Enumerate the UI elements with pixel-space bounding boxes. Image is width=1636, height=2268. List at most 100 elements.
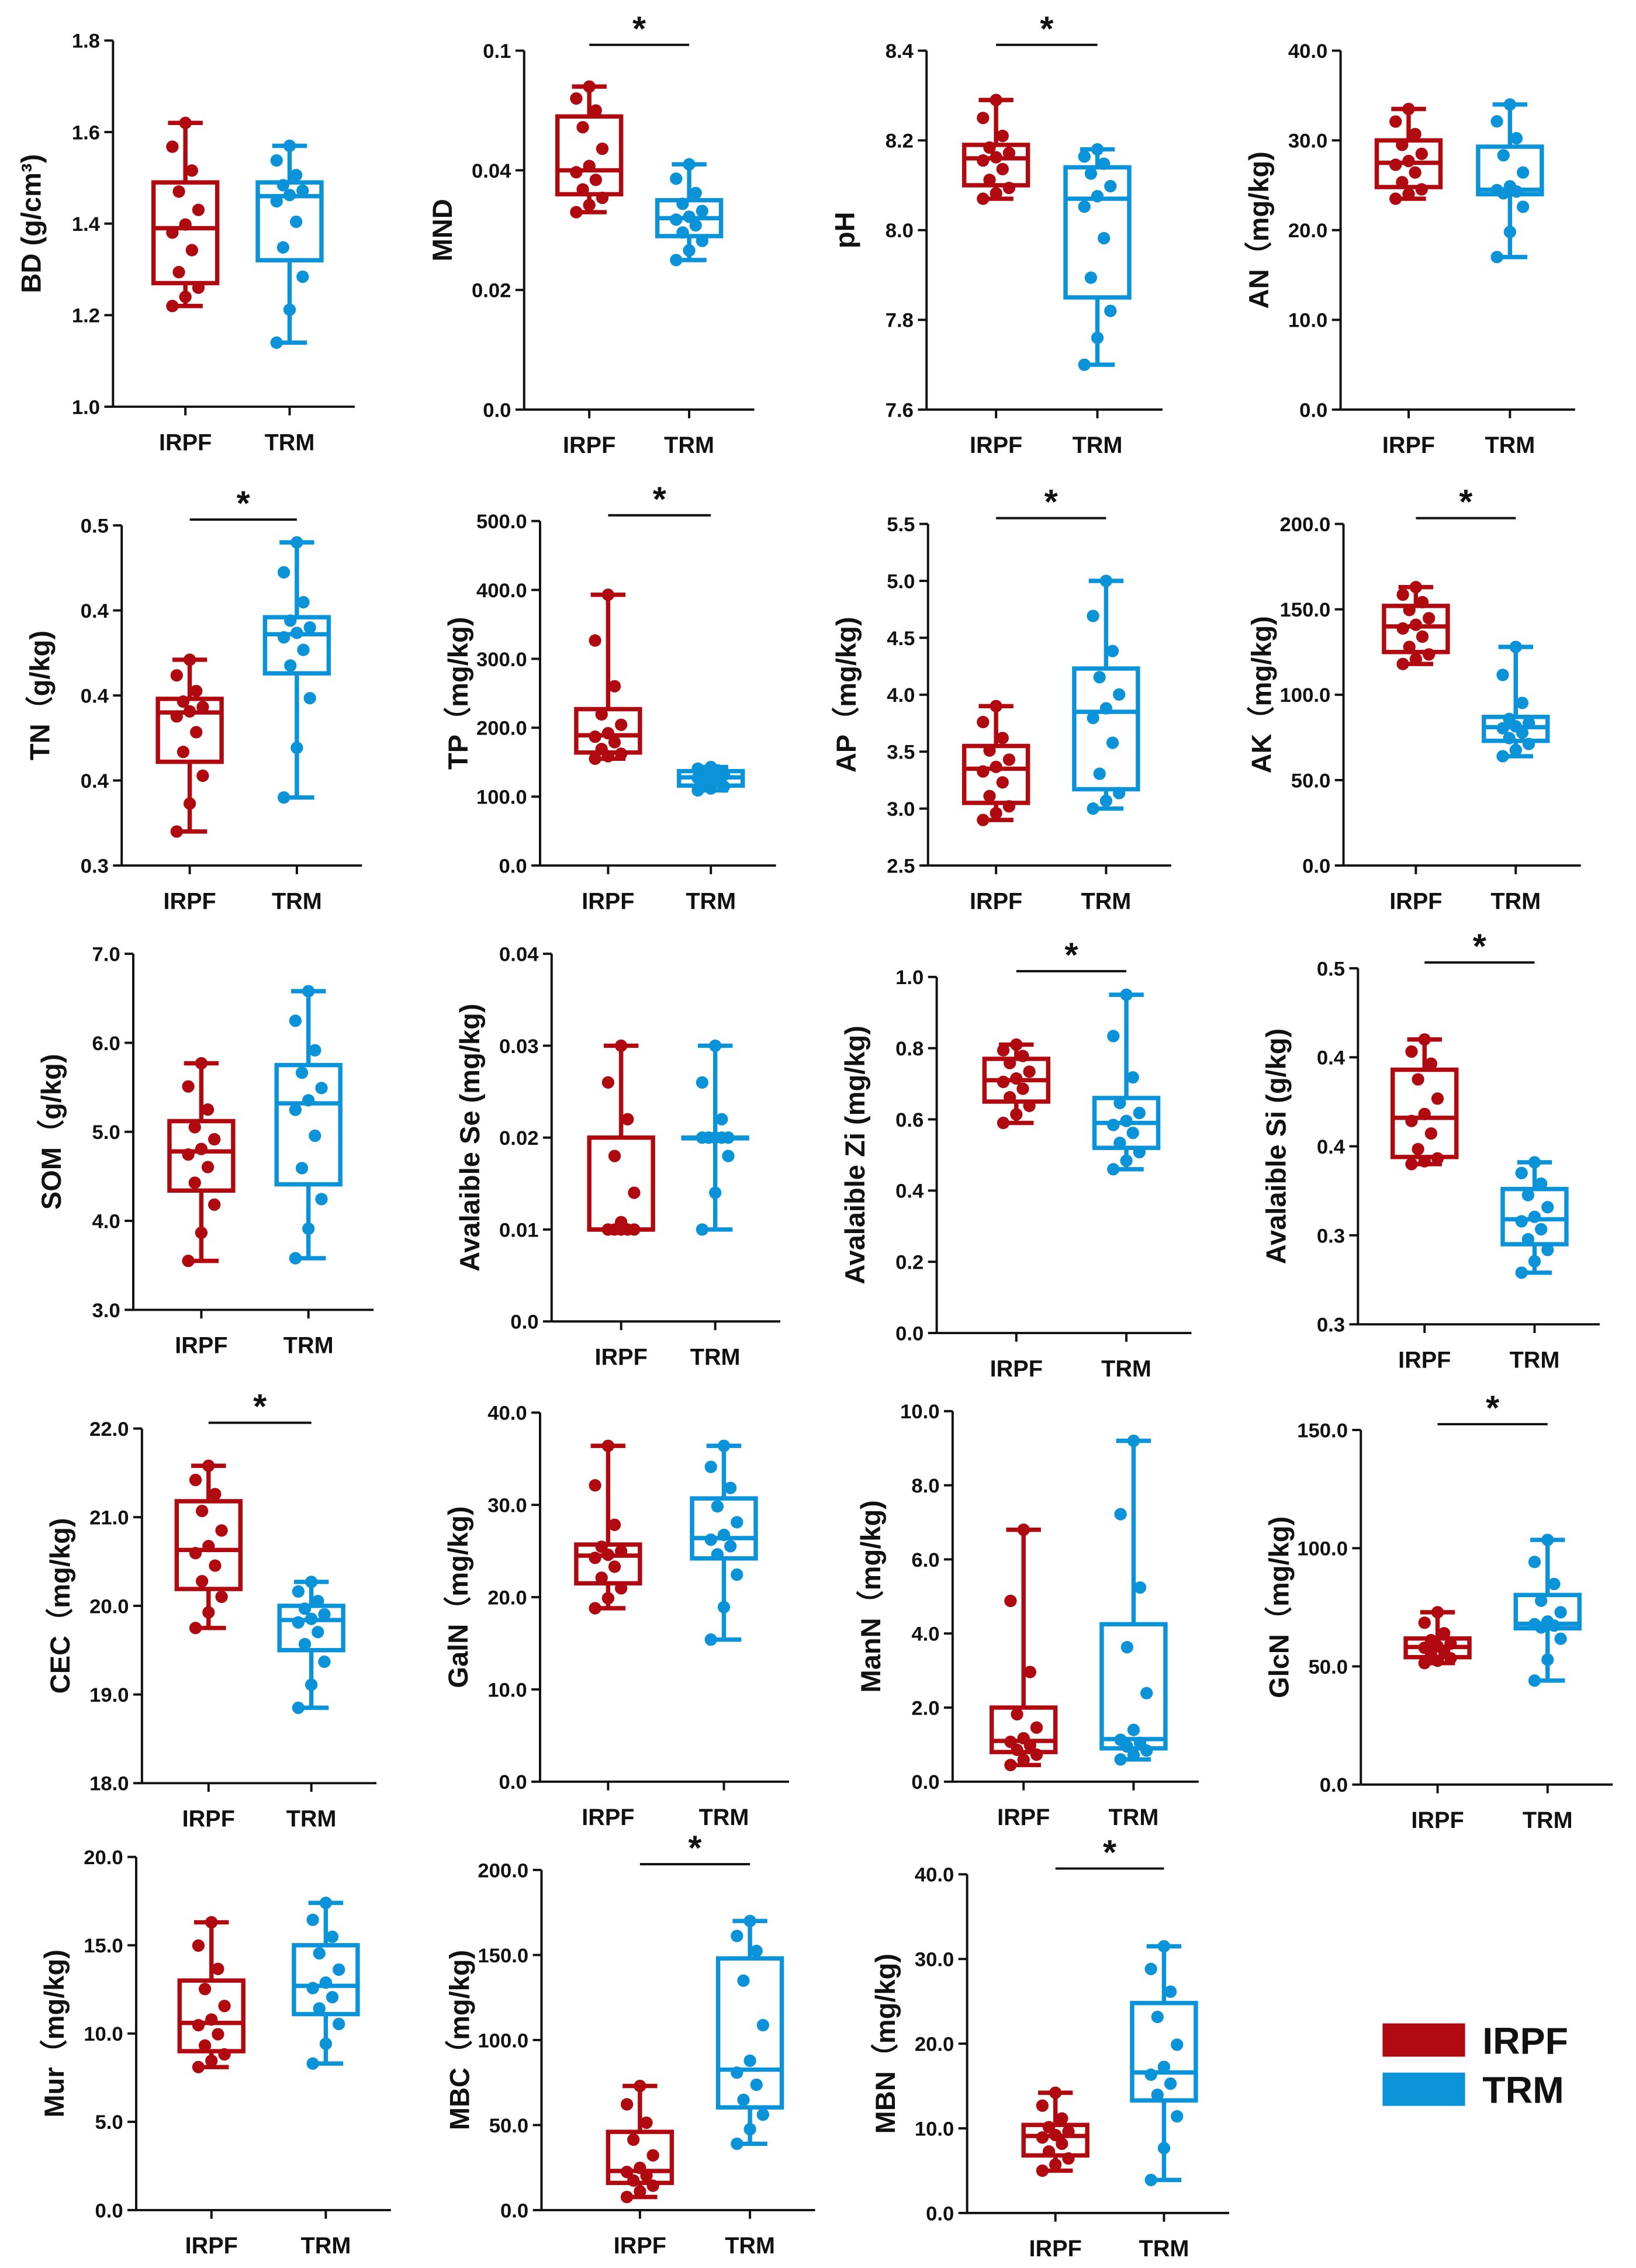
y-tick-label: 1.2 <box>72 305 100 327</box>
data-point <box>179 116 192 129</box>
data-point <box>1171 2038 1184 2051</box>
significance-star: * <box>1473 927 1487 966</box>
iqr-box <box>1130 2000 1198 2103</box>
data-point <box>1503 98 1517 111</box>
y-tick-label: 10.0 <box>1288 310 1327 332</box>
data-point <box>209 1559 222 1572</box>
data-point <box>704 760 717 774</box>
data-point <box>1016 1082 1029 1095</box>
data-point <box>196 701 209 714</box>
data-point <box>302 1094 315 1107</box>
y-tick-label: 1.6 <box>72 122 100 144</box>
y-tick-label: 0.2 <box>895 1252 924 1274</box>
data-point <box>295 1162 309 1175</box>
y-tick-label: 150.0 <box>478 1945 528 1967</box>
data-point <box>570 166 583 179</box>
data-point <box>1423 648 1436 661</box>
data-point <box>303 692 316 705</box>
data-point <box>628 1186 641 1199</box>
y-tick-label: 0.02 <box>499 1127 538 1149</box>
y-tick-label: 0.4 <box>1317 1047 1346 1069</box>
data-point <box>202 1606 215 1619</box>
y-tick-label: 0.3 <box>81 855 109 877</box>
significance-star: * <box>1103 1833 1117 1872</box>
data-point <box>743 1914 756 1927</box>
legend-label-irpf: IRPF <box>1482 2020 1568 2062</box>
data-point <box>709 1186 722 1199</box>
legend: IRPF TRM <box>1382 2020 1568 2111</box>
data-point <box>615 718 628 731</box>
data-point <box>997 1116 1010 1130</box>
y-axis-label: CEC（mg/kg) <box>44 1518 75 1694</box>
data-point <box>683 210 696 223</box>
data-point <box>1144 1962 1157 1975</box>
y-tick-label: 150.0 <box>1297 1419 1348 1442</box>
data-point <box>576 121 589 134</box>
data-point <box>319 2037 333 2050</box>
data-point <box>183 705 196 718</box>
y-tick-label: 0.0 <box>483 399 511 421</box>
x-tick-label: TRM <box>1139 2236 1189 2262</box>
data-point <box>305 1612 318 1625</box>
data-point <box>302 1222 315 1235</box>
data-point <box>1509 640 1522 653</box>
data-point <box>1164 1985 1177 1998</box>
y-tick-label: 7.6 <box>886 399 914 421</box>
x-tick-label: IRPF <box>614 2233 666 2259</box>
data-point <box>1503 712 1516 725</box>
data-point <box>683 244 696 257</box>
data-point <box>1415 183 1428 196</box>
x-tick-label: TRM <box>265 430 315 455</box>
data-point <box>990 151 1002 164</box>
x-tick-label: TRM <box>1081 888 1131 914</box>
data-point <box>1541 1653 1554 1666</box>
data-point <box>595 1571 608 1584</box>
x-tick-label: TRM <box>699 1805 749 1830</box>
panel-6: 2.5 3.0 3.5 4.0 4.5 5.0 5.5 AP（mg/kg) IRPF TRM * <box>831 482 1171 914</box>
data-point <box>1126 1071 1139 1084</box>
data-point <box>326 1930 339 1943</box>
data-point <box>1396 657 1409 670</box>
y-axis-label: Avalaible Zi (mg/kg) <box>839 1026 870 1284</box>
data-point <box>1113 1137 1126 1149</box>
y-tick-label: 0.5 <box>81 515 109 537</box>
data-point <box>189 1473 202 1487</box>
data-point <box>1010 1038 1023 1051</box>
data-point <box>290 536 303 549</box>
data-point <box>189 1622 202 1635</box>
y-tick-label: 0.04 <box>499 944 539 966</box>
y-tick-label: 30.0 <box>915 1949 954 1971</box>
iqr-box <box>1382 604 1450 655</box>
data-point <box>196 769 209 782</box>
data-point <box>1049 2158 1062 2171</box>
x-tick-label: TRM <box>1523 1808 1573 1833</box>
data-point <box>1106 645 1119 657</box>
data-point <box>1534 1177 1548 1190</box>
iqr-box <box>292 1942 360 2017</box>
data-point <box>1389 192 1402 205</box>
data-point <box>205 2054 218 2067</box>
panel-14: 0.0 2.0 4.0 6.0 8.0 10.0 ManN（mg/kg) IRPF TRM <box>855 1401 1199 1830</box>
data-point <box>192 1939 205 1952</box>
data-point <box>202 1459 215 1472</box>
data-point <box>1107 1163 1120 1176</box>
data-point <box>1396 622 1409 635</box>
data-point <box>627 2133 640 2146</box>
data-point <box>620 2165 634 2179</box>
data-point <box>202 1540 215 1553</box>
data-point <box>595 1540 608 1553</box>
data-point <box>702 1131 715 1144</box>
data-point <box>696 1223 709 1236</box>
data-point <box>615 1582 628 1595</box>
data-point <box>1503 180 1517 193</box>
y-axis-label: Mur（mg/kg) <box>39 1950 70 2118</box>
iqr-box <box>274 1062 343 1187</box>
data-point <box>1415 147 1428 160</box>
data-point <box>997 1075 1010 1089</box>
data-point <box>750 1944 763 1958</box>
data-point <box>1127 1723 1140 1736</box>
y-tick-label: 100.0 <box>1297 1538 1348 1560</box>
box-irpf <box>989 1527 1058 1768</box>
data-point <box>601 1439 615 1452</box>
data-point <box>1431 1606 1444 1619</box>
